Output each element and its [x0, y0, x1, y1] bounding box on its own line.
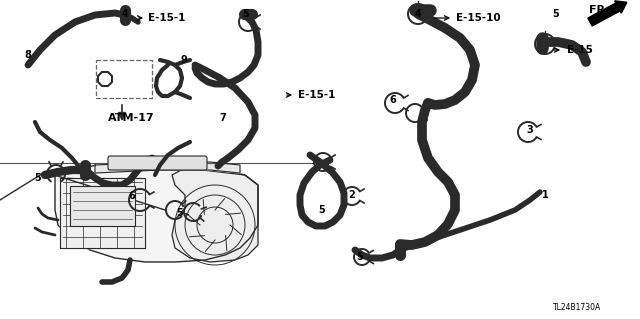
Text: TL24B1730A: TL24B1730A — [553, 303, 601, 313]
Text: 8: 8 — [24, 50, 31, 60]
Bar — [96, 60, 152, 98]
Text: 1: 1 — [541, 190, 548, 200]
Text: 5: 5 — [177, 208, 184, 218]
Text: FR.: FR. — [589, 5, 609, 15]
Text: 5: 5 — [319, 205, 325, 215]
Text: 5: 5 — [552, 9, 559, 19]
Text: 5: 5 — [243, 9, 250, 19]
Text: 6: 6 — [129, 191, 136, 201]
Text: 5: 5 — [35, 173, 42, 183]
Text: E-15: E-15 — [567, 45, 593, 55]
Text: 4: 4 — [122, 9, 129, 19]
Text: 9: 9 — [180, 55, 188, 65]
Text: 3: 3 — [527, 125, 533, 135]
Polygon shape — [172, 168, 258, 262]
Text: E-15-1: E-15-1 — [298, 90, 335, 100]
Text: E-15-1: E-15-1 — [148, 13, 186, 23]
Text: 5: 5 — [356, 252, 364, 262]
FancyArrow shape — [588, 1, 627, 26]
Bar — [70, 186, 135, 226]
Text: 6: 6 — [390, 95, 396, 105]
Text: E-15-10: E-15-10 — [456, 13, 500, 23]
Polygon shape — [95, 162, 240, 173]
Text: 2: 2 — [349, 190, 355, 200]
Polygon shape — [55, 165, 258, 262]
FancyBboxPatch shape — [108, 156, 207, 170]
Text: 7: 7 — [220, 113, 227, 123]
Polygon shape — [60, 178, 145, 248]
Text: ATM-17: ATM-17 — [108, 113, 155, 123]
Text: 4: 4 — [415, 9, 421, 19]
